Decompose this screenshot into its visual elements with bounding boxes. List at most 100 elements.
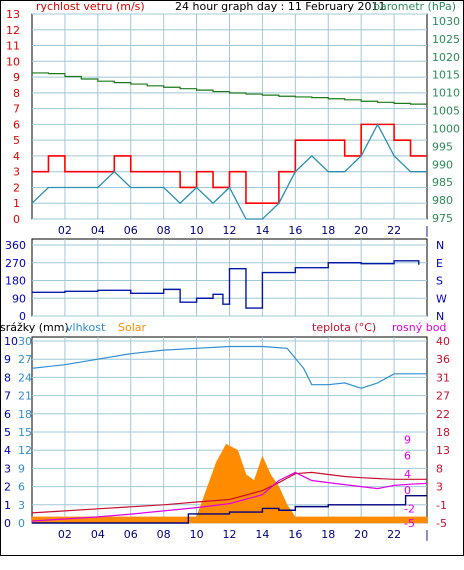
hour-tick-label: 20 <box>354 528 368 541</box>
rain-tick-label: 3 <box>4 462 11 475</box>
pressure-tick-label: 1005 <box>432 105 460 118</box>
temperature-tick-label: 3 <box>436 481 443 494</box>
wind-speed-tick-label: 11 <box>6 40 20 53</box>
solar-tick-label: 3 <box>18 499 25 512</box>
direction-compass-tick-label: S <box>436 275 443 288</box>
dewpoint-tick-label: -5 <box>404 517 415 530</box>
rain-tick-label: 6 <box>4 408 11 421</box>
pressure-tick-label: 1030 <box>432 15 460 28</box>
humidity-axis-title: vlhkost <box>66 321 106 334</box>
pressure-tick-label: 1000 <box>432 122 460 135</box>
wind-speed-tick-label: 4 <box>13 150 20 163</box>
wind-speed-tick-label: 6 <box>13 118 20 131</box>
wind-direction-series <box>32 260 420 309</box>
hour-tick-label: 16 <box>288 528 302 541</box>
direction-degree-tick-label: 180 <box>5 275 26 288</box>
temperature-tick-label: 18 <box>436 426 450 439</box>
temperature-tick-label: -1 <box>436 499 447 512</box>
hour-tick-label: 10 <box>190 224 204 237</box>
wind-gust-series <box>32 123 427 205</box>
chart-title: 24 hour graph day : 11 February 2011 <box>175 0 386 13</box>
wind-speed-tick-label: 3 <box>13 166 20 179</box>
hour-tick-label: 08 <box>157 224 171 237</box>
pressure-tick-label: 1010 <box>432 87 460 100</box>
wind-speed-tick-label: 0 <box>13 213 20 226</box>
wind-speed-tick-label: 13 <box>6 8 20 21</box>
hour-tick-label: 14 <box>255 224 269 237</box>
direction-compass-tick-label: N <box>436 239 444 252</box>
pressure-series <box>32 72 427 105</box>
dewpoint-series <box>31 471 428 522</box>
dewpoint-tick-label: 9 <box>404 433 411 446</box>
hour-tick-label: 18 <box>321 224 335 237</box>
pressure-tick-label: 990 <box>432 158 453 171</box>
solar-tick-label: 27 <box>18 353 32 366</box>
pressure-tick-label: 995 <box>432 140 453 153</box>
wind-speed-tick-label: 12 <box>6 24 20 37</box>
hour-tick-label: 16 <box>288 224 302 237</box>
dewpoint-axis-title: rosný bod <box>392 321 446 334</box>
direction-compass-tick-label: E <box>436 257 443 270</box>
dewpoint-tick-label: 0 <box>404 484 411 497</box>
pressure-tick-label: 1020 <box>432 51 460 64</box>
hour-tick-label: 02 <box>58 528 72 541</box>
direction-compass-tick-label: N <box>436 310 444 323</box>
direction-degree-tick-label: 360 <box>5 239 26 252</box>
solar-tick-label: 30 <box>18 335 32 348</box>
solar-tick-label: 6 <box>18 481 25 494</box>
hour-tick-label: 12 <box>223 528 237 541</box>
solar-tick-label: 12 <box>18 444 32 457</box>
wind-speed-series <box>31 122 427 220</box>
pressure-axis-title: barometr (hPa) <box>373 0 456 13</box>
rain-tick-label: 8 <box>4 371 11 384</box>
temperature-tick-label: 22 <box>436 408 450 421</box>
direction-compass-tick-label: W <box>436 292 447 305</box>
pressure-tick-label: 985 <box>432 176 453 189</box>
rain-series <box>32 495 427 524</box>
rain-tick-label: 0 <box>4 517 11 530</box>
hour-tick-label: 06 <box>124 224 138 237</box>
hour-tick-label: 20 <box>354 224 368 237</box>
solar-tick-label: 24 <box>18 371 32 384</box>
tick-label-layer: 0123456789101112139759809859909951000100… <box>4 8 460 541</box>
solar-tick-label: 0 <box>18 517 25 530</box>
solar-tick-label: 9 <box>18 462 25 475</box>
hour-tick-label: 14 <box>255 528 269 541</box>
solar-tick-label: 18 <box>18 408 32 421</box>
direction-degree-tick-label: 90 <box>12 292 26 305</box>
hour-tick-label: 08 <box>157 528 171 541</box>
dewpoint-tick-label: -2 <box>404 502 415 515</box>
pressure-tick-label: 980 <box>432 194 453 207</box>
wind-speed-tick-label: 10 <box>6 55 20 68</box>
series-layer <box>31 72 428 524</box>
temperature-axis-title: teplota (°C) <box>312 321 376 334</box>
temperature-tick-label: 8 <box>436 462 443 475</box>
hour-tick-label: | <box>425 224 429 237</box>
hour-tick-label: | <box>425 528 429 541</box>
solar-area <box>31 443 428 524</box>
temperature-tick-label: 27 <box>436 390 450 403</box>
hour-tick-label: 22 <box>387 528 401 541</box>
rain-axis-title: srážky (mm) <box>0 321 69 334</box>
wind-speed-tick-label: 8 <box>13 87 20 100</box>
solar-axis-title: Solar <box>118 321 147 334</box>
hour-tick-label: 22 <box>387 224 401 237</box>
temperature-series <box>31 471 427 514</box>
wind-axis-title: rychlost vetru (m/s) <box>36 0 145 13</box>
hour-tick-label: 04 <box>91 528 105 541</box>
direction-degree-tick-label: 270 <box>5 257 26 270</box>
fill-layer <box>31 443 428 524</box>
hour-tick-label: 18 <box>321 528 335 541</box>
hour-tick-label: 02 <box>58 224 72 237</box>
direction-degree-tick-label: 0 <box>19 310 26 323</box>
hour-tick-label: 12 <box>223 224 237 237</box>
rain-tick-label: 10 <box>4 335 18 348</box>
hour-tick-label: 06 <box>124 528 138 541</box>
wind-speed-tick-label: 7 <box>13 103 20 116</box>
rain-tick-label: 1 <box>4 499 11 512</box>
wind-speed-tick-label: 9 <box>13 71 20 84</box>
hour-tick-label: 04 <box>91 224 105 237</box>
temperature-tick-label: 31 <box>436 371 450 384</box>
